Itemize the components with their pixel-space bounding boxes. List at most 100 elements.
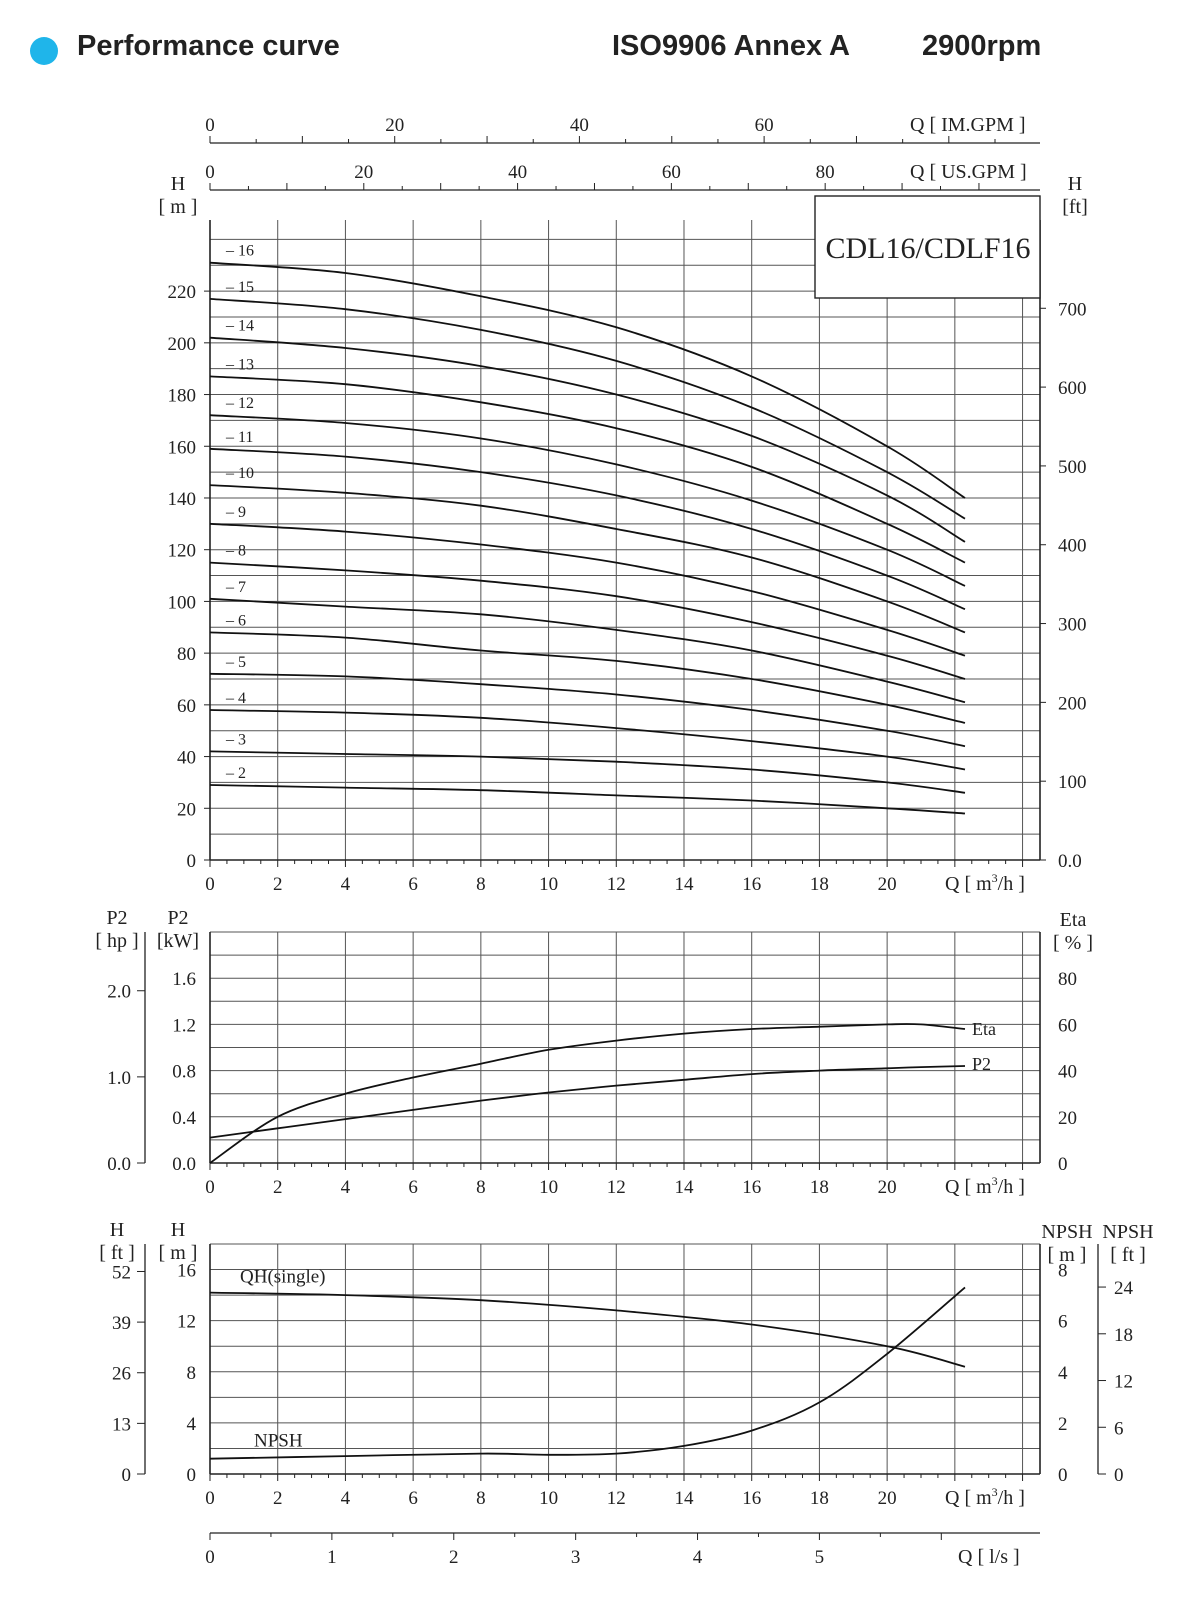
power-x-axis-label: Q [ m3/h ] — [945, 1174, 1025, 1198]
power-xtick-label: 2 — [273, 1177, 283, 1198]
model-box — [814, 195, 1041, 299]
eta-tick-label: 60 — [1058, 1015, 1077, 1036]
usgpm-tick-label: 40 — [508, 162, 527, 183]
power-xtick-label: 10 — [539, 1177, 558, 1198]
qh-ft-tick-label: 600 — [1058, 378, 1087, 399]
qh-xtick-label: 20 — [878, 874, 897, 895]
h-m-axis-label-unit: [ m ] — [159, 1242, 198, 1264]
h-ft-axis-label-unit: [ ft ] — [99, 1242, 135, 1264]
hp-tick-label: 0.0 — [107, 1154, 131, 1175]
kw-tick-label: 1.2 — [172, 1015, 196, 1036]
npsh-xtick-label: 0 — [205, 1488, 215, 1509]
eta-axis-label-text: Eta — [1060, 909, 1087, 931]
qh-ytick-label: 60 — [177, 696, 196, 717]
ls-tick-label: 3 — [571, 1547, 581, 1568]
npsh-xtick-label: 18 — [810, 1488, 829, 1509]
standard-label: ISO9906 Annex A — [612, 30, 851, 62]
qh-curve-stage-7 — [209, 597, 966, 704]
qh-curve-stage-4 — [209, 709, 966, 771]
p2-curve — [209, 1065, 966, 1139]
h-ft-tick-label: 26 — [112, 1364, 131, 1385]
npsh-ft-axis-label-unit: [ ft ] — [1110, 1244, 1146, 1266]
ls-tick-label: 5 — [815, 1547, 825, 1568]
eta-curve — [209, 1023, 966, 1164]
qh-ft-axis-label-unit: [ft] — [1062, 196, 1088, 218]
npsh-ft-tick-label: 24 — [1114, 1278, 1134, 1299]
speed-label: 2900rpm — [922, 30, 1042, 62]
eta-tick-label: 20 — [1058, 1108, 1077, 1129]
kw-tick-label: 0.0 — [172, 1154, 196, 1175]
qh-ft-axis-label-text: H — [1068, 173, 1082, 195]
qh-ft-tick-label: 200 — [1058, 693, 1087, 714]
qh-xtick-label: 4 — [341, 874, 351, 895]
usgpm-tick-label: 60 — [662, 162, 681, 183]
stage-label: – 7 — [225, 579, 246, 596]
qh-xtick-label: 14 — [674, 874, 694, 895]
npsh-m-axis-label-unit: [ m ] — [1048, 1244, 1087, 1266]
qh-xtick-label: 12 — [607, 874, 626, 895]
qh-ytick-label: 0 — [187, 851, 197, 872]
usgpm-tick-label: 0 — [205, 162, 215, 183]
qh-x-axis-label: Q [ m3/h ] — [945, 871, 1025, 895]
qh-curve-stage-9 — [209, 522, 966, 657]
qh-y-axis-label-unit: [ m ] — [159, 196, 198, 218]
qh-ytick-label: 200 — [168, 334, 197, 355]
qh-xtick-label: 0 — [205, 874, 215, 895]
eta-tick-label: 0 — [1058, 1154, 1068, 1175]
npsh-ft-tick-label: 6 — [1114, 1418, 1124, 1439]
npsh-xtick-label: 16 — [742, 1488, 761, 1509]
npsh-label: NPSH — [254, 1431, 303, 1452]
h-m-tick-label: 4 — [187, 1414, 197, 1435]
stage-label: – 9 — [225, 504, 246, 521]
qh-curve-stage-3 — [209, 750, 966, 794]
ls-tick-label: 0 — [205, 1547, 215, 1568]
npsh-m-tick-label: 4 — [1058, 1363, 1068, 1384]
chart-title: Performance curve — [77, 30, 340, 62]
qh-xtick-label: 8 — [476, 874, 486, 895]
qh-ytick-label: 140 — [168, 489, 197, 510]
power-xtick-label: 4 — [341, 1177, 351, 1198]
qh-ft-tick-label: 300 — [1058, 615, 1087, 636]
h-ft-axis-label-text: H — [110, 1219, 124, 1241]
hp-tick-label: 1.0 — [107, 1068, 131, 1089]
imgpm-tick-label: 0 — [205, 115, 215, 136]
hp-tick-label: 2.0 — [107, 982, 131, 1003]
npsh-xtick-label: 20 — [878, 1488, 897, 1509]
qh-ytick-label: 120 — [168, 541, 197, 562]
eta-axis-label-unit: [ % ] — [1053, 932, 1093, 954]
h-m-tick-label: 8 — [187, 1363, 197, 1384]
usgpm-axis-label: Q [ US.GPM ] — [910, 161, 1027, 183]
stage-label: – 4 — [225, 690, 246, 707]
stage-label: – 14 — [225, 318, 254, 335]
qh-ytick-label: 40 — [177, 748, 196, 769]
hp-axis-label-unit: [ hp ] — [95, 930, 138, 952]
h-m-axis-label-text: H — [171, 1219, 185, 1241]
npsh-m-axis-label-text: NPSH — [1041, 1221, 1092, 1243]
npsh-xtick-label: 14 — [674, 1488, 694, 1509]
kw-tick-label: 1.6 — [172, 969, 196, 990]
npsh-m-tick-label: 0 — [1058, 1465, 1068, 1486]
npsh-xtick-label: 8 — [476, 1488, 486, 1509]
npsh-xtick-label: 6 — [408, 1488, 418, 1509]
kw-tick-label: 0.4 — [172, 1108, 196, 1129]
qh-ytick-label: 20 — [177, 799, 196, 820]
npsh-ft-tick-label: 18 — [1114, 1325, 1133, 1346]
qh-single-curve — [209, 1291, 966, 1368]
npsh-xtick-label: 10 — [539, 1488, 558, 1509]
h-ft-tick-label: 52 — [112, 1262, 131, 1283]
qh-curve-stage-8 — [209, 561, 966, 680]
npsh-m-tick-label: 6 — [1058, 1312, 1068, 1333]
npsh-m-tick-label: 2 — [1058, 1414, 1068, 1435]
stage-label: – 13 — [225, 356, 254, 373]
stage-label: – 15 — [225, 279, 254, 296]
power-xtick-label: 0 — [205, 1177, 215, 1198]
stage-label: – 12 — [225, 395, 254, 412]
p2-curve-label: P2 — [972, 1054, 991, 1074]
h-m-tick-label: 0 — [187, 1465, 197, 1486]
eta-curve-label: Eta — [972, 1019, 996, 1039]
qh-xtick-label: 6 — [408, 874, 418, 895]
h-ft-tick-label: 39 — [112, 1313, 131, 1334]
qh-single-label: QH(single) — [240, 1267, 325, 1288]
npsh-xtick-label: 2 — [273, 1488, 283, 1509]
stage-label: – 8 — [225, 543, 246, 560]
